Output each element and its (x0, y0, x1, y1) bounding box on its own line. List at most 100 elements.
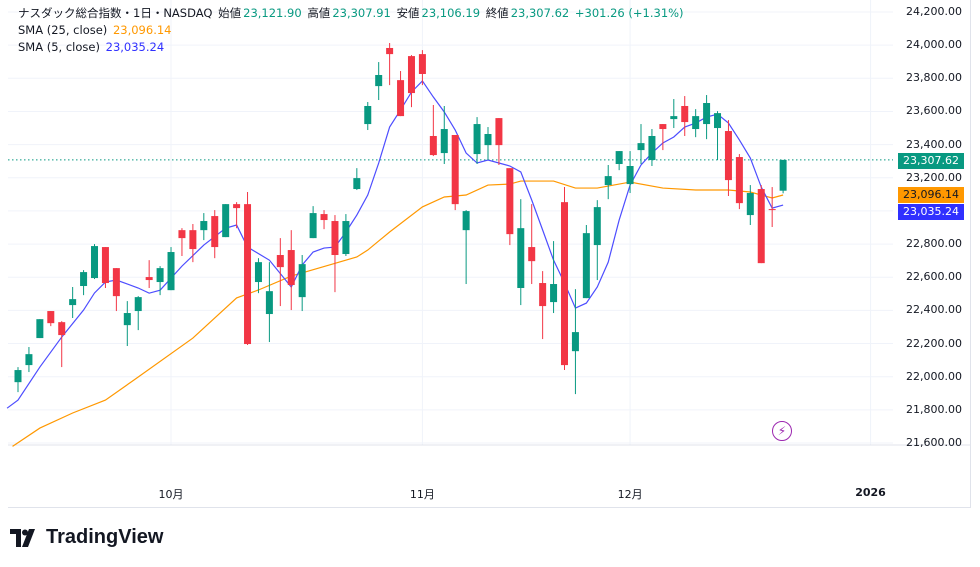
candle-down (112, 268, 120, 297)
candle-up (746, 193, 754, 216)
candle-up (582, 233, 590, 299)
candle-down (495, 118, 503, 146)
price-tick-label: 22,000.00 (906, 369, 962, 383)
candle-up (167, 252, 175, 291)
price-tick-label: 24,000.00 (906, 38, 962, 52)
candle-up (626, 165, 634, 185)
candle-down (211, 216, 219, 248)
candle-down (386, 47, 394, 55)
candle-down (735, 157, 743, 204)
candle-down (244, 204, 252, 345)
price-tick-label: 23,200.00 (906, 170, 962, 184)
candle-down (407, 56, 415, 94)
candle-down (561, 202, 568, 366)
candle-down (506, 168, 514, 235)
candle-up (375, 74, 383, 87)
candle-down (768, 209, 776, 211)
candle-up (80, 272, 88, 287)
candle-down (101, 247, 109, 284)
price-tick-label: 22,400.00 (906, 303, 962, 317)
sma25-label: SMA (25, close) (18, 23, 108, 37)
candle-down (528, 247, 536, 262)
candle-down (539, 283, 547, 307)
candle-up (604, 176, 612, 186)
time-tick-label: 10月 (158, 488, 184, 501)
high-value: 23,307.91 (332, 6, 391, 20)
candle-up (91, 246, 99, 279)
price-tick-label: 22,200.00 (906, 336, 962, 350)
candle-up (440, 129, 448, 154)
price-tick-label: 23,600.00 (906, 104, 962, 118)
candle-down (724, 131, 732, 181)
tradingview-logo[interactable]: TradingView (10, 526, 163, 549)
tradingview-logo-icon (10, 528, 35, 547)
candle-down (681, 105, 689, 123)
symbol-title: ナスダック総合指数・1日・NASDAQ (18, 6, 213, 20)
candle-up (123, 313, 131, 326)
candle-up (637, 143, 645, 151)
candle-up (571, 332, 579, 352)
candle-down (276, 255, 284, 268)
brand-name: TradingView (46, 526, 164, 548)
candle-down (189, 230, 197, 250)
last-price-tag: 23,307.62 (898, 153, 964, 169)
candle-up (14, 370, 22, 383)
candle-up (462, 211, 470, 231)
candle-up (670, 116, 678, 120)
open-label: 始値 (218, 6, 242, 20)
sma5-legend[interactable]: SMA (5, close) 23,035.24 (18, 40, 166, 54)
low-value: 23,106.19 (421, 6, 481, 20)
time-tick-label: 11月 (409, 488, 435, 501)
candle-down (145, 277, 153, 281)
candle-up (692, 116, 700, 130)
candle-up (309, 213, 317, 239)
candle-down (233, 204, 241, 209)
price-tick-label: 21,800.00 (906, 402, 962, 416)
candle-up (298, 264, 306, 298)
candle-down (418, 54, 426, 74)
candle-up (517, 228, 525, 289)
chart-frame (8, 0, 971, 508)
candle-up (254, 262, 262, 283)
candle-down (659, 124, 667, 130)
price-tick-label: 22,600.00 (906, 270, 962, 284)
candle-up (703, 103, 711, 125)
time-tick-label: 2026 (855, 486, 886, 499)
candle-up (134, 297, 142, 312)
change-value: +301.26 (+1.31%) (574, 6, 684, 20)
candle-down (757, 189, 765, 264)
candle-down (397, 80, 405, 117)
sma5-price-tag: 23,035.24 (898, 204, 964, 220)
time-tick-label: 12月 (617, 488, 643, 501)
symbol-legend: ナスダック総合指数・1日・NASDAQ 始値 23,121.90 高値 23,307… (18, 5, 686, 21)
candle-down (429, 135, 437, 156)
close-value: 23,307.62 (510, 6, 570, 20)
sma25-legend[interactable]: SMA (25, close) 23,096.14 (18, 23, 173, 37)
price-tick-label: 23,400.00 (906, 137, 962, 151)
candle-up (25, 354, 33, 366)
close-label: 終値 (485, 6, 509, 20)
candle-down (58, 322, 66, 336)
candle-up (364, 105, 372, 125)
candle-up (342, 221, 350, 255)
open-value: 23,121.90 (243, 6, 302, 20)
sma5-label: SMA (5, close) (18, 40, 100, 54)
price-chart[interactable] (0, 0, 980, 510)
candle-up (473, 124, 481, 155)
price-tick-label: 22,800.00 (906, 237, 962, 251)
candle-up (648, 135, 656, 161)
candle-up (484, 134, 492, 146)
high-label: 高値 (307, 6, 331, 20)
candle-up (69, 299, 77, 306)
candle-up (200, 221, 208, 231)
sma25-price-tag: 23,096.14 (898, 187, 964, 203)
candle-down (331, 221, 339, 256)
candle-down (451, 135, 459, 205)
candle-up (779, 159, 787, 191)
candle-down (178, 230, 186, 239)
lightning-bolt-icon[interactable]: ⚡ (772, 421, 792, 441)
candle-up (615, 151, 623, 165)
candle-down (320, 214, 328, 221)
candle-up (714, 113, 722, 129)
sma25-value: 23,096.14 (112, 23, 172, 37)
